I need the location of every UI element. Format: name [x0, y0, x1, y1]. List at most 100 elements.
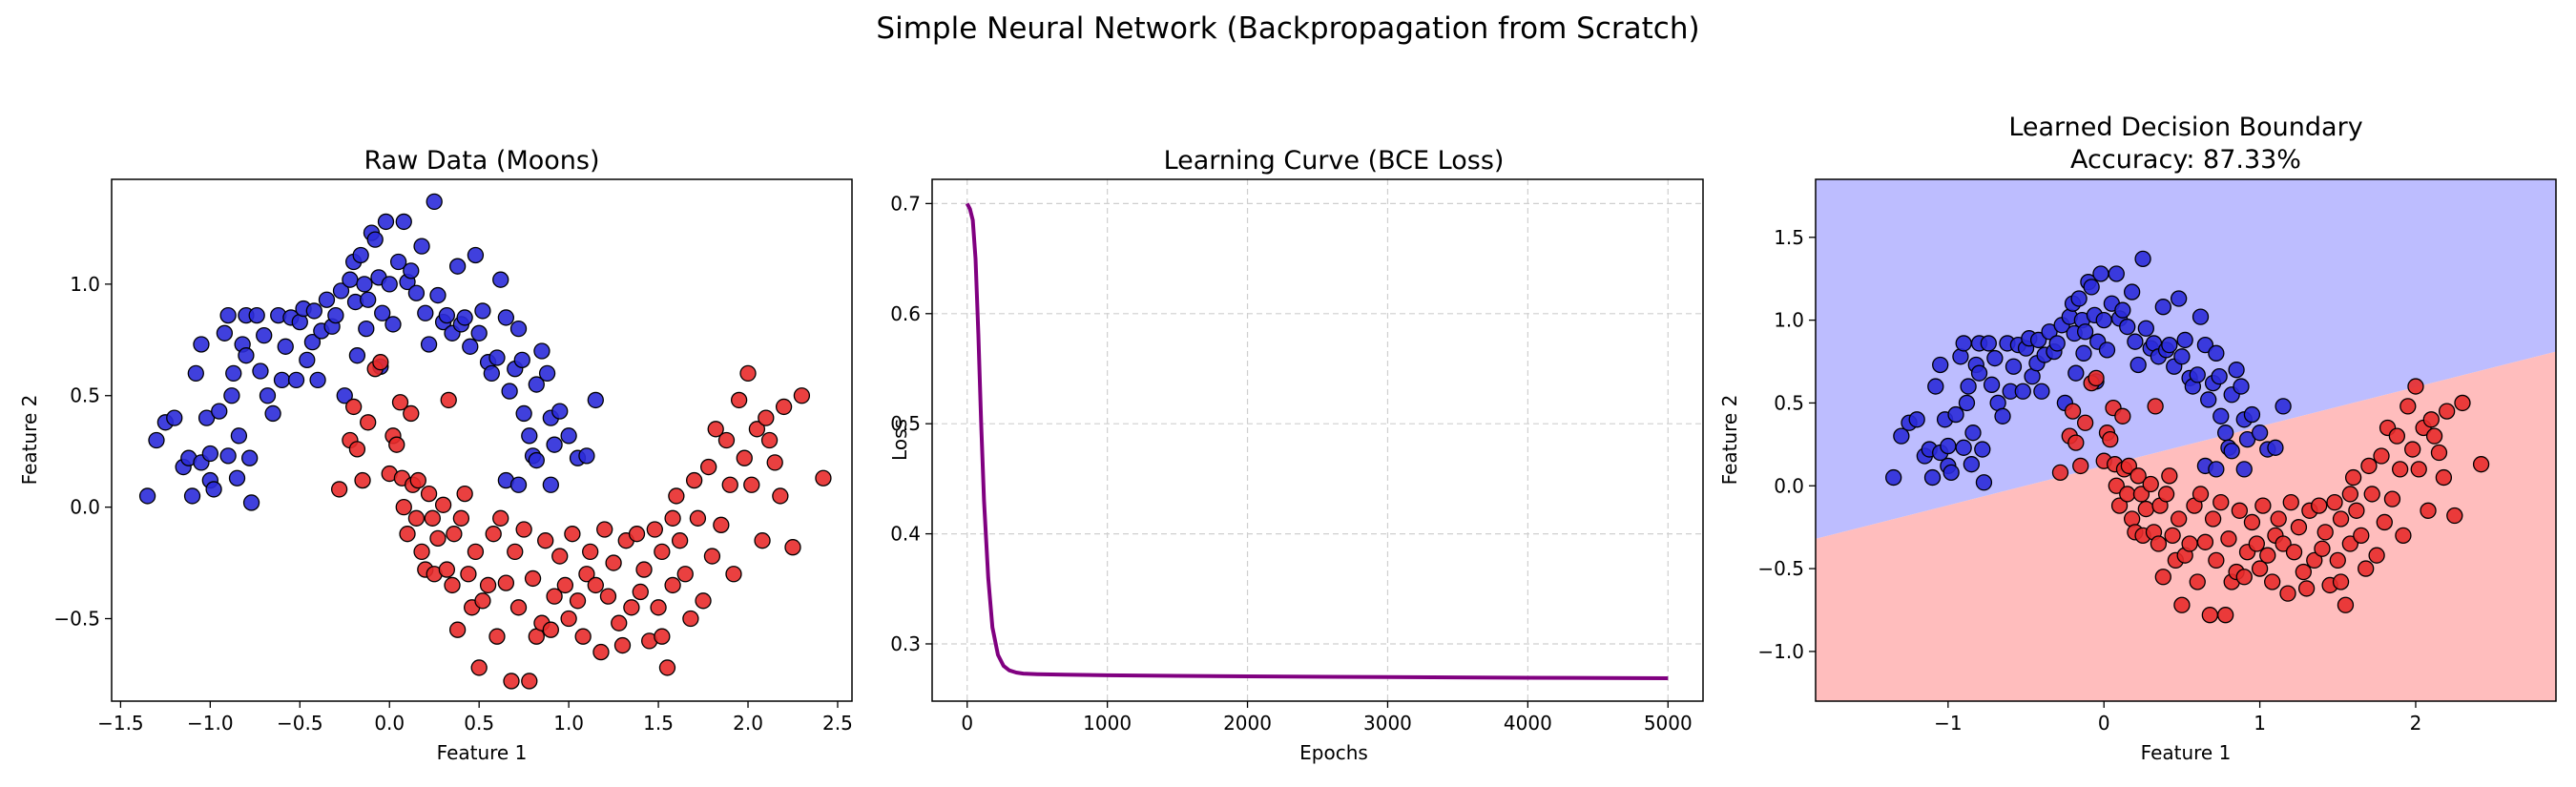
class1-point: [2368, 547, 2385, 564]
class1-point: [2204, 510, 2222, 528]
class1-point: [456, 485, 473, 503]
class1-point: [2192, 486, 2210, 503]
class0-point: [1955, 335, 1972, 352]
class0-point: [2108, 265, 2125, 282]
class1-point: [664, 509, 681, 527]
class1-point: [664, 576, 681, 594]
class1-point: [2295, 563, 2312, 581]
class1-point: [654, 628, 671, 645]
class1-point: [2270, 510, 2287, 528]
class1-point: [509, 599, 528, 616]
decision-boundary-axes-frame: [1815, 178, 2557, 702]
class1-point: [537, 532, 554, 549]
raw-data-x-ticks: −1.5 −1.0 −0.5 0.0 0.5 1.0 1.5 2.0 2.5: [97, 701, 853, 735]
class1-point: [2388, 427, 2406, 445]
class1-point: [2173, 596, 2191, 613]
class1-point: [372, 354, 389, 371]
class1-point: [668, 487, 685, 505]
class0-point: [309, 371, 326, 389]
class0-point: [560, 427, 577, 445]
class1-point: [492, 509, 509, 527]
class0-point: [1885, 468, 1902, 487]
class1-point: [793, 387, 811, 404]
class1-point: [440, 391, 457, 409]
class0-point: [2267, 439, 2284, 456]
class1-point: [654, 543, 671, 561]
class1-point: [725, 566, 742, 583]
class1-point: [2181, 535, 2198, 552]
x-tick-label: 3000: [1363, 712, 1412, 735]
raw-data-points: [138, 193, 832, 690]
class0-point: [467, 246, 485, 264]
class1-point: [2251, 560, 2269, 577]
class1-point: [760, 431, 779, 449]
class1-point: [2217, 607, 2234, 624]
class1-point: [2157, 486, 2175, 503]
class0-point: [201, 445, 218, 463]
class0-point: [513, 351, 530, 368]
class0-point: [360, 291, 377, 308]
class1-point: [592, 643, 610, 661]
class1-point: [403, 404, 420, 423]
class0-point: [352, 246, 369, 264]
class0-point: [2114, 301, 2131, 319]
class0-point: [225, 364, 242, 383]
class1-point: [605, 554, 622, 571]
x-tick-label: 0: [961, 712, 973, 735]
class0-point: [462, 338, 479, 355]
class1-point: [2341, 535, 2359, 552]
raw-data-title: Raw Data (Moons): [364, 146, 599, 176]
class1-point: [515, 521, 532, 538]
class1-point: [399, 526, 416, 543]
class0-point: [252, 362, 269, 380]
class1-point: [485, 526, 502, 543]
class1-point: [409, 471, 426, 489]
x-tick-label: 2: [2410, 712, 2422, 735]
class1-point: [713, 516, 730, 533]
class1-point: [2446, 507, 2463, 525]
class1-point: [611, 614, 628, 632]
class0-point: [193, 336, 210, 353]
class0-point: [538, 364, 556, 383]
class1-point: [2254, 497, 2272, 514]
x-tick-label: −1.5: [97, 712, 144, 735]
class1-point: [2344, 468, 2362, 487]
class1-point: [460, 566, 477, 583]
class1-point: [434, 496, 452, 513]
class0-point: [2223, 443, 2240, 460]
x-tick-label: 0: [2098, 712, 2110, 735]
class0-point: [2211, 367, 2228, 385]
class1-point: [2275, 535, 2292, 552]
x-tick-label: 2.0: [733, 712, 763, 735]
class1-point: [474, 592, 491, 610]
class1-point: [452, 509, 470, 527]
y-tick-label: 0.4: [890, 523, 921, 546]
class0-point: [546, 436, 563, 453]
class0-point: [1986, 349, 2004, 367]
class1-point: [686, 471, 703, 489]
class1-point: [754, 532, 771, 549]
class1-point: [784, 539, 801, 556]
x-tick-label: 1000: [1083, 712, 1132, 735]
class0-point: [248, 306, 265, 324]
class1-point: [2314, 540, 2331, 557]
class0-point: [492, 271, 509, 288]
class1-point: [2114, 407, 2131, 425]
class0-point: [551, 403, 569, 420]
class0-point: [407, 284, 426, 301]
class1-point: [736, 449, 753, 466]
class0-point: [356, 276, 373, 293]
class0-point: [228, 469, 246, 487]
class1-point: [2329, 551, 2346, 570]
class1-point: [2212, 493, 2230, 511]
class1-point: [707, 421, 724, 438]
class1-point: [569, 592, 587, 610]
class0-point: [403, 262, 420, 280]
class0-point: [381, 276, 398, 293]
class1-point: [2051, 464, 2069, 482]
class0-point: [384, 316, 402, 333]
class0-point: [1908, 411, 1925, 428]
class0-point: [2083, 279, 2100, 296]
decision-boundary-chart: Learned Decision Boundary Accuracy: 87.3…: [1718, 113, 2557, 764]
